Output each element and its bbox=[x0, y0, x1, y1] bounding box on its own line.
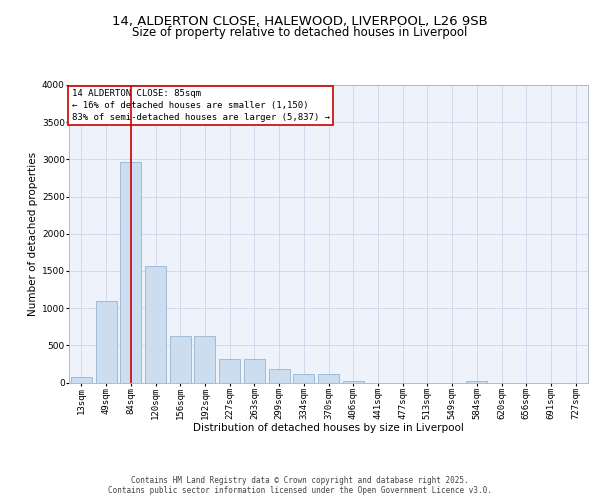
Bar bbox=[71, 377, 92, 382]
Bar bbox=[170, 336, 191, 382]
Bar bbox=[219, 360, 240, 382]
X-axis label: Distribution of detached houses by size in Liverpool: Distribution of detached houses by size … bbox=[193, 423, 464, 433]
Text: Contains HM Land Registry data © Crown copyright and database right 2025.
Contai: Contains HM Land Registry data © Crown c… bbox=[108, 476, 492, 495]
Bar bbox=[269, 370, 290, 382]
Text: Size of property relative to detached houses in Liverpool: Size of property relative to detached ho… bbox=[133, 26, 467, 39]
Bar bbox=[194, 336, 215, 382]
Text: 14, ALDERTON CLOSE, HALEWOOD, LIVERPOOL, L26 9SB: 14, ALDERTON CLOSE, HALEWOOD, LIVERPOOL,… bbox=[112, 16, 488, 28]
Bar bbox=[95, 302, 116, 382]
Bar bbox=[293, 374, 314, 382]
Bar bbox=[145, 266, 166, 382]
Bar bbox=[466, 380, 487, 382]
Text: 14 ALDERTON CLOSE: 85sqm
← 16% of detached houses are smaller (1,150)
83% of sem: 14 ALDERTON CLOSE: 85sqm ← 16% of detach… bbox=[71, 90, 329, 122]
Bar bbox=[318, 374, 339, 382]
Bar bbox=[120, 162, 141, 382]
Y-axis label: Number of detached properties: Number of detached properties bbox=[28, 152, 38, 316]
Bar bbox=[244, 360, 265, 382]
Bar bbox=[343, 380, 364, 382]
